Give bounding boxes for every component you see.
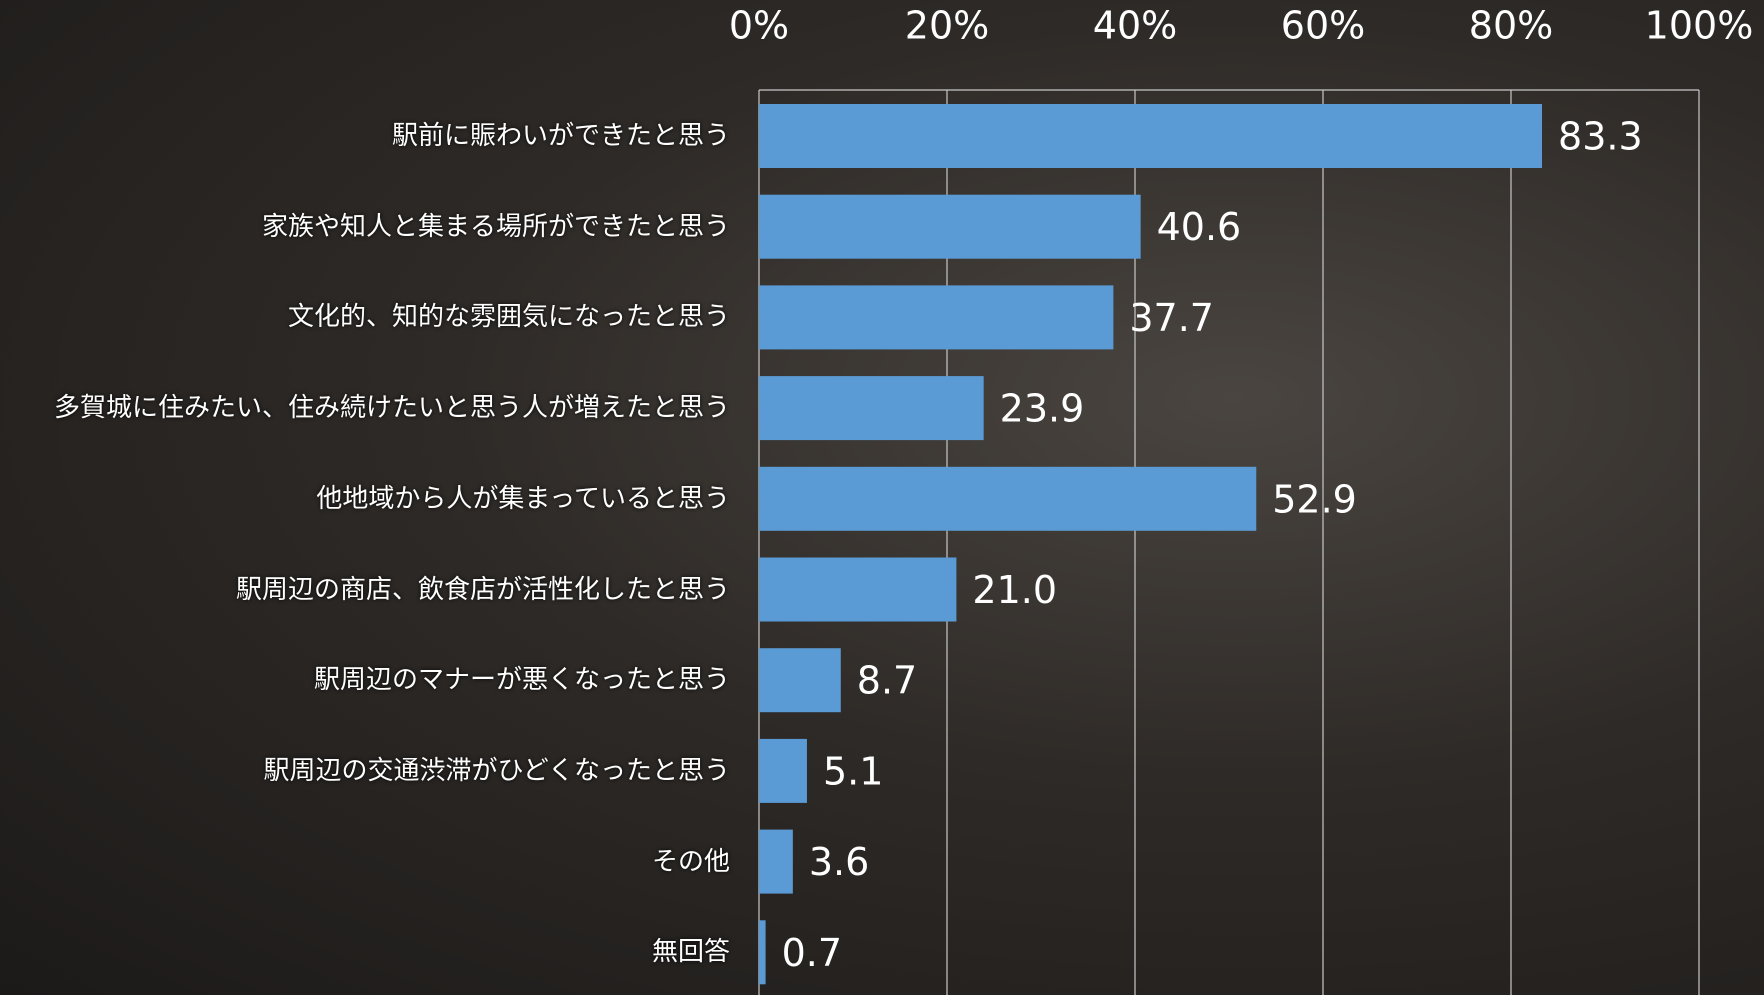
x-tick-label: 100% [1645,4,1754,48]
value-label: 3.6 [809,840,869,884]
category-label: その他 [651,846,730,877]
value-label: 40.6 [1157,205,1242,249]
value-label: 8.7 [857,659,917,703]
category-label: 駅前に賑わいができたと思う [391,121,730,151]
category-label: 他地域から人が集まっていると思う [316,483,730,514]
value-label: 83.3 [1558,115,1643,159]
category-label: 家族や知人と集まる場所ができたと思う [261,211,730,242]
bar [759,920,766,985]
x-tick-label: 0% [729,4,789,48]
bar [759,466,1257,531]
value-label: 37.7 [1129,296,1214,340]
bar [759,829,793,894]
category-label: 多賀城に住みたい、住み続けたいと思う人が増えたと思う [53,393,730,424]
bar [759,648,841,713]
x-tick-label: 60% [1281,4,1365,48]
category-label: 文化的、知的な雰囲気になったと思う [287,302,730,333]
value-label: 0.7 [782,931,842,975]
value-label: 5.1 [823,749,883,793]
x-tick-label: 80% [1469,4,1553,48]
value-label: 23.9 [1000,387,1085,431]
bar [759,285,1114,350]
category-label: 駅周辺のマナーが悪くなったと思う [313,665,730,696]
bar [759,104,1543,168]
x-tick-label: 20% [905,4,989,48]
bar [759,738,807,803]
category-label: 駅周辺の交通渋滞がひどくなったと思う [263,755,730,786]
category-label: 無回答 [651,937,730,968]
value-label: 52.9 [1272,477,1357,521]
x-tick-label: 40% [1093,4,1177,48]
bar [759,557,957,622]
bar [759,194,1141,259]
bar [759,376,984,441]
value-label: 21.0 [972,568,1057,612]
category-label: 駅周辺の商店、飲食店が活性化したと思う [235,574,730,605]
